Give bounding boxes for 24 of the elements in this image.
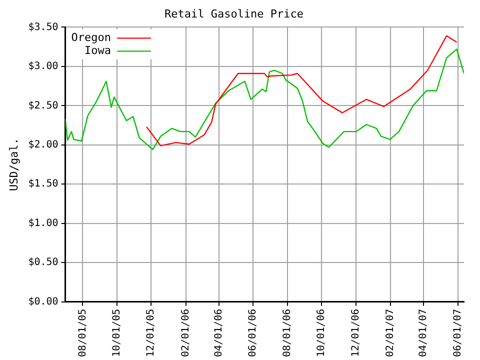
x-tick-label: 08/01/06	[282, 308, 293, 358]
y-tick-label: $3.00	[28, 61, 58, 72]
x-tick-label: 08/01/05	[77, 308, 88, 358]
x-tick-label: 04/01/06	[214, 308, 225, 358]
x-tick-label: 04/01/07	[418, 308, 430, 358]
x-tick-label: 02/01/06	[180, 308, 192, 358]
y-tick-label: $2.00	[28, 139, 58, 150]
chart-title: Retail Gasoline Price	[164, 7, 304, 20]
y-axis-title: USD/gal.	[7, 138, 20, 192]
x-tick-label: 12/01/05	[146, 308, 157, 358]
legend-label: Oregon	[71, 31, 112, 44]
y-tick-label: $0.50	[28, 257, 58, 268]
y-tick-label: $1.00	[28, 218, 58, 229]
y-tick-label: $2.50	[28, 100, 58, 112]
x-tick-label: 12/01/06	[350, 308, 362, 358]
x-tick-label: 06/01/07	[452, 308, 464, 358]
x-tick-label: 06/01/06	[248, 308, 259, 358]
x-tick-label: 10/01/06	[316, 308, 328, 358]
y-tick-label: $1.50	[28, 178, 58, 190]
legend-label: Iowa	[84, 44, 112, 58]
y-tick-label: $0.00	[28, 296, 58, 308]
x-tick-label: 10/01/05	[111, 308, 122, 358]
x-tick-label: 02/01/07	[385, 308, 396, 358]
y-tick-label: $3.50	[28, 22, 58, 33]
